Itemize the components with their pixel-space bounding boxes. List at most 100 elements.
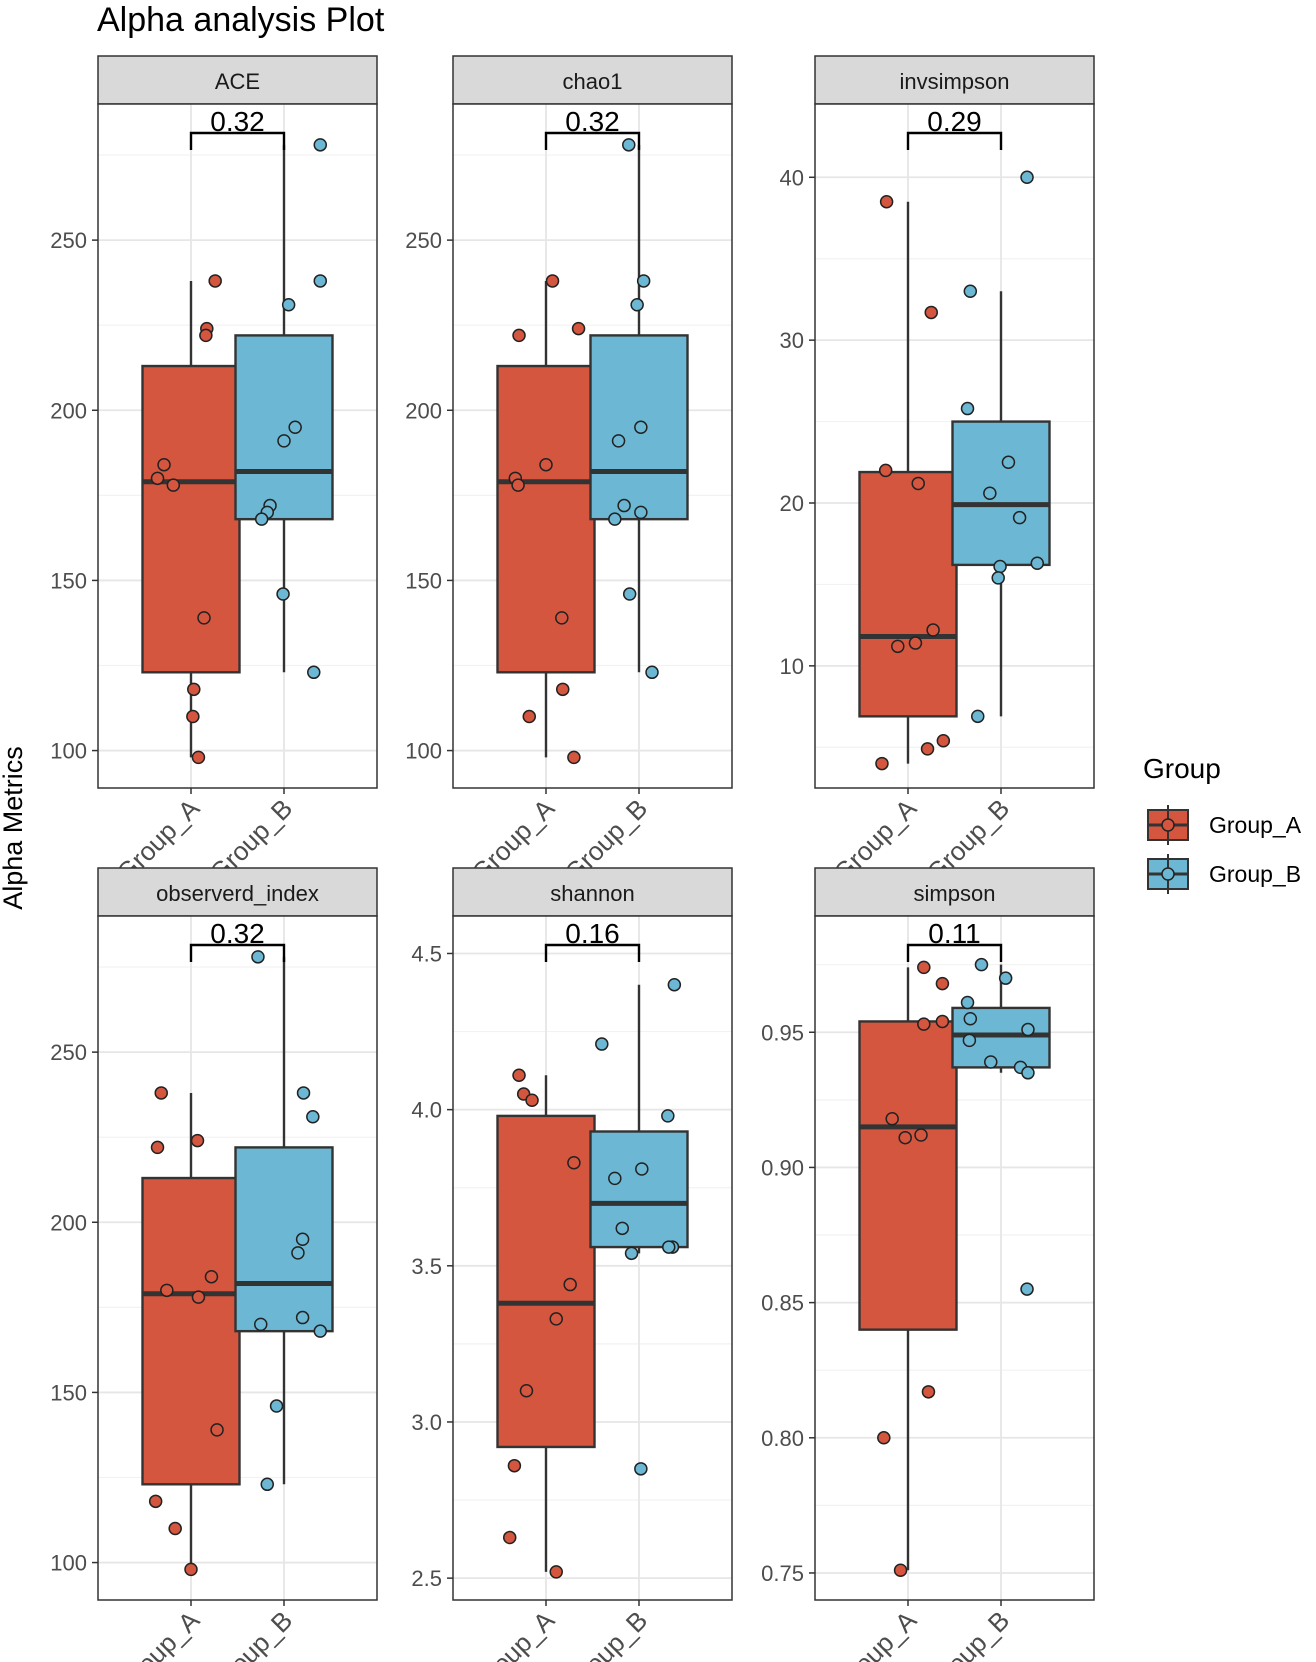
point-chao1-group-b bbox=[622, 587, 637, 601]
y-tick-label-simpson: 0.75 bbox=[761, 1561, 804, 1586]
point-invsimpson-group-a bbox=[924, 305, 938, 320]
point-simpson-group-b bbox=[1021, 1022, 1035, 1037]
y-tick-label-simpson: 0.85 bbox=[761, 1291, 804, 1316]
point-invsimpson-group-a bbox=[926, 623, 940, 637]
x-tick-label-shannon: Group_B bbox=[558, 1605, 653, 1662]
point-shannon-group-a bbox=[502, 1530, 517, 1545]
point-chao1-group-b bbox=[636, 274, 651, 288]
pvalue-label-shannon: 0.16 bbox=[565, 918, 620, 949]
legend-key-point-group-b bbox=[1161, 867, 1175, 881]
point-shannon-group-a bbox=[563, 1277, 577, 1292]
point-shannon-group-b bbox=[634, 1462, 648, 1476]
point-observerd-index-group-a bbox=[210, 1423, 224, 1437]
strip-observerd-index bbox=[97, 867, 378, 917]
point-ace-group-a bbox=[186, 709, 200, 724]
significance-bracket-observerd-index bbox=[189, 943, 286, 962]
x-tick-label-simpson: Group_B bbox=[920, 1605, 1015, 1662]
point-shannon-group-b bbox=[635, 1162, 649, 1176]
y-tick-label-simpson: 0.95 bbox=[761, 1020, 804, 1045]
point-chao1-group-a bbox=[539, 457, 553, 472]
box-shannon-group-a bbox=[496, 1114, 596, 1449]
panel-border-ace bbox=[97, 103, 378, 789]
point-chao1-group-b bbox=[617, 498, 631, 513]
point-invsimpson-group-b bbox=[1030, 556, 1045, 571]
point-chao1-group-b bbox=[634, 420, 648, 435]
point-simpson-group-a bbox=[935, 1014, 950, 1029]
point-ace-group-b bbox=[313, 274, 328, 288]
y-tick-label-ace: 150 bbox=[50, 568, 87, 593]
x-tick-label-shannon: Group_A bbox=[465, 1605, 560, 1662]
point-simpson-group-a bbox=[898, 1130, 912, 1145]
box-observerd-index-group-b bbox=[234, 1146, 334, 1333]
point-observerd-index-group-b bbox=[296, 1086, 311, 1100]
figure-title: Alpha analysis Plot bbox=[97, 1, 385, 39]
pvalue-label-invsimpson: 0.29 bbox=[927, 106, 982, 137]
y-tick-label-chao1: 100 bbox=[405, 739, 442, 764]
point-chao1-group-a bbox=[512, 328, 526, 343]
point-observerd-index-group-a bbox=[190, 1133, 205, 1148]
point-ace-group-b bbox=[276, 587, 290, 601]
point-invsimpson-group-b bbox=[1001, 455, 1016, 470]
point-ace-group-b bbox=[307, 665, 321, 680]
y-tick-label-chao1: 200 bbox=[405, 398, 442, 423]
point-invsimpson-group-b bbox=[1012, 510, 1027, 525]
y-tick-label-shannon: 4.5 bbox=[411, 941, 442, 966]
point-simpson-group-b bbox=[960, 995, 975, 1010]
x-tick-label-observerd-index: Group_B bbox=[203, 1605, 298, 1662]
y-tick-label-simpson: 0.90 bbox=[761, 1155, 804, 1180]
point-observerd-index-group-a bbox=[160, 1283, 174, 1298]
point-chao1-group-b bbox=[634, 505, 648, 520]
point-ace-group-a bbox=[197, 611, 211, 625]
point-simpson-group-a bbox=[935, 976, 950, 991]
legend-title: Group bbox=[1143, 753, 1221, 784]
box-ace-group-b bbox=[234, 334, 334, 521]
legend: Group Group_A Group_B bbox=[1143, 753, 1302, 894]
significance-bracket-invsimpson bbox=[906, 131, 1003, 150]
legend-key-point-group-a bbox=[1161, 818, 1175, 832]
significance-bracket-ace bbox=[189, 131, 286, 150]
point-shannon-group-a bbox=[567, 1155, 581, 1170]
point-shannon-group-a bbox=[512, 1068, 526, 1083]
strip-simpson bbox=[814, 867, 1095, 917]
point-simpson-group-b bbox=[984, 1055, 998, 1069]
pvalue-label-simpson: 0.11 bbox=[928, 918, 980, 949]
point-ace-group-a bbox=[191, 750, 206, 765]
point-shannon-group-b bbox=[661, 1109, 675, 1123]
point-chao1-group-a bbox=[571, 321, 586, 336]
legend-item-group-a: Group_A bbox=[1147, 805, 1302, 845]
point-observerd-index-group-a bbox=[150, 1140, 165, 1155]
strip-label-observerd-index: observerd_index bbox=[156, 881, 319, 906]
point-ace-group-b bbox=[313, 138, 328, 152]
point-simpson-group-a bbox=[914, 1128, 928, 1142]
strip-shannon bbox=[452, 867, 733, 917]
point-simpson-group-b bbox=[1020, 1282, 1034, 1296]
point-invsimpson-group-a bbox=[920, 742, 935, 756]
point-invsimpson-group-a bbox=[911, 476, 925, 491]
significance-bracket-shannon bbox=[544, 943, 641, 962]
point-invsimpson-group-a bbox=[879, 194, 894, 209]
point-chao1-group-b bbox=[622, 138, 636, 152]
point-observerd-index-group-b bbox=[313, 1324, 328, 1338]
box-chao1-group-a bbox=[496, 364, 596, 674]
point-ace-group-b bbox=[254, 512, 269, 526]
y-tick-label-ace: 250 bbox=[50, 228, 87, 253]
legend-item-group-b: Group_B bbox=[1147, 854, 1301, 894]
point-invsimpson-group-b bbox=[963, 284, 978, 299]
point-simpson-group-a bbox=[885, 1112, 899, 1126]
box-observerd-index-group-a bbox=[141, 1176, 241, 1486]
point-simpson-group-a bbox=[917, 1017, 931, 1031]
point-chao1-group-b bbox=[608, 512, 622, 526]
point-chao1-group-b bbox=[611, 434, 626, 448]
x-tick-label-simpson: Group_A bbox=[827, 1605, 922, 1662]
box-invsimpson-group-a bbox=[858, 470, 958, 718]
legend-label-group-a: Group_A bbox=[1209, 812, 1302, 838]
point-ace-group-b bbox=[288, 420, 302, 435]
point-invsimpson-group-b bbox=[971, 709, 985, 724]
point-observerd-index-group-b bbox=[260, 1477, 275, 1492]
pvalue-label-chao1: 0.32 bbox=[565, 106, 620, 137]
point-simpson-group-a bbox=[917, 960, 931, 975]
point-shannon-group-b bbox=[667, 977, 682, 992]
box-ace-group-a bbox=[141, 364, 241, 674]
